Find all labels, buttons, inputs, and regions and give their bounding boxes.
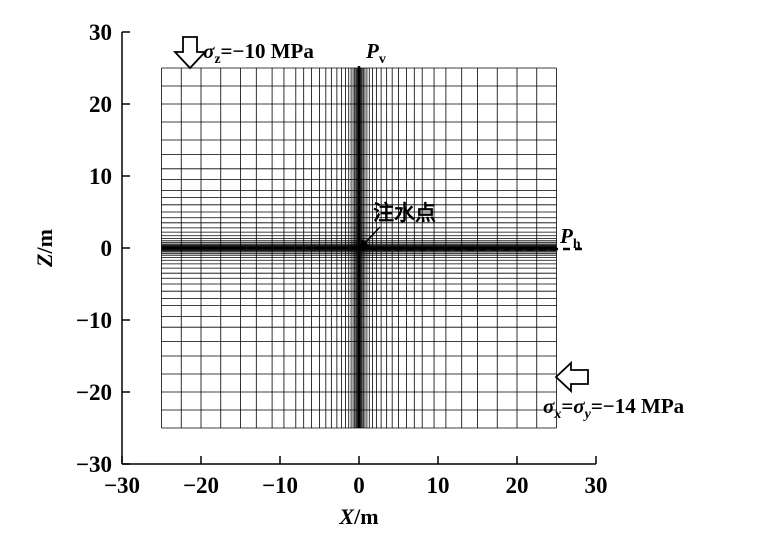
axes: −30 −20 −10 0 10 20 30 −30 −20 −10 0 10 20 30 <box>76 20 608 498</box>
down-arrow-icon <box>172 36 208 70</box>
x-tick-label: 30 <box>585 473 608 498</box>
x-tick-label: −20 <box>183 473 219 498</box>
injection-point-label: 注水点 <box>373 201 436 225</box>
z-tick-label: −20 <box>76 380 112 405</box>
z-tick-label: 20 <box>89 92 112 117</box>
ph-label: Ph <box>559 224 581 252</box>
z-tick-label: 0 <box>101 236 113 261</box>
sigma-xy-label: σx=σy=−14 MPa <box>543 394 685 422</box>
left-arrow-icon <box>554 360 589 394</box>
z-tick-label: 10 <box>89 164 112 189</box>
z-tick-label: 30 <box>89 20 112 45</box>
pv-label: Pv <box>365 39 386 67</box>
x-tick-label: −30 <box>104 473 140 498</box>
injection-arrowhead-icon <box>360 239 369 249</box>
z-tick-label: −30 <box>76 452 112 477</box>
z-axis-title: Z/m <box>32 229 57 268</box>
sigma-z-label: σz=−10 MPa <box>203 39 314 67</box>
x-tick-label: 0 <box>353 473 365 498</box>
x-axis-title: X/m <box>338 504 378 529</box>
x-tick-label: 20 <box>506 473 529 498</box>
x-tick-label: 10 <box>427 473 450 498</box>
injection-leader-line <box>363 226 381 245</box>
z-tick-label: −10 <box>76 308 112 333</box>
z-ticks: −30 −20 −10 0 10 20 30 <box>76 20 130 477</box>
x-tick-label: −10 <box>262 473 298 498</box>
x-ticks: −30 −20 −10 0 10 20 30 <box>104 456 608 498</box>
